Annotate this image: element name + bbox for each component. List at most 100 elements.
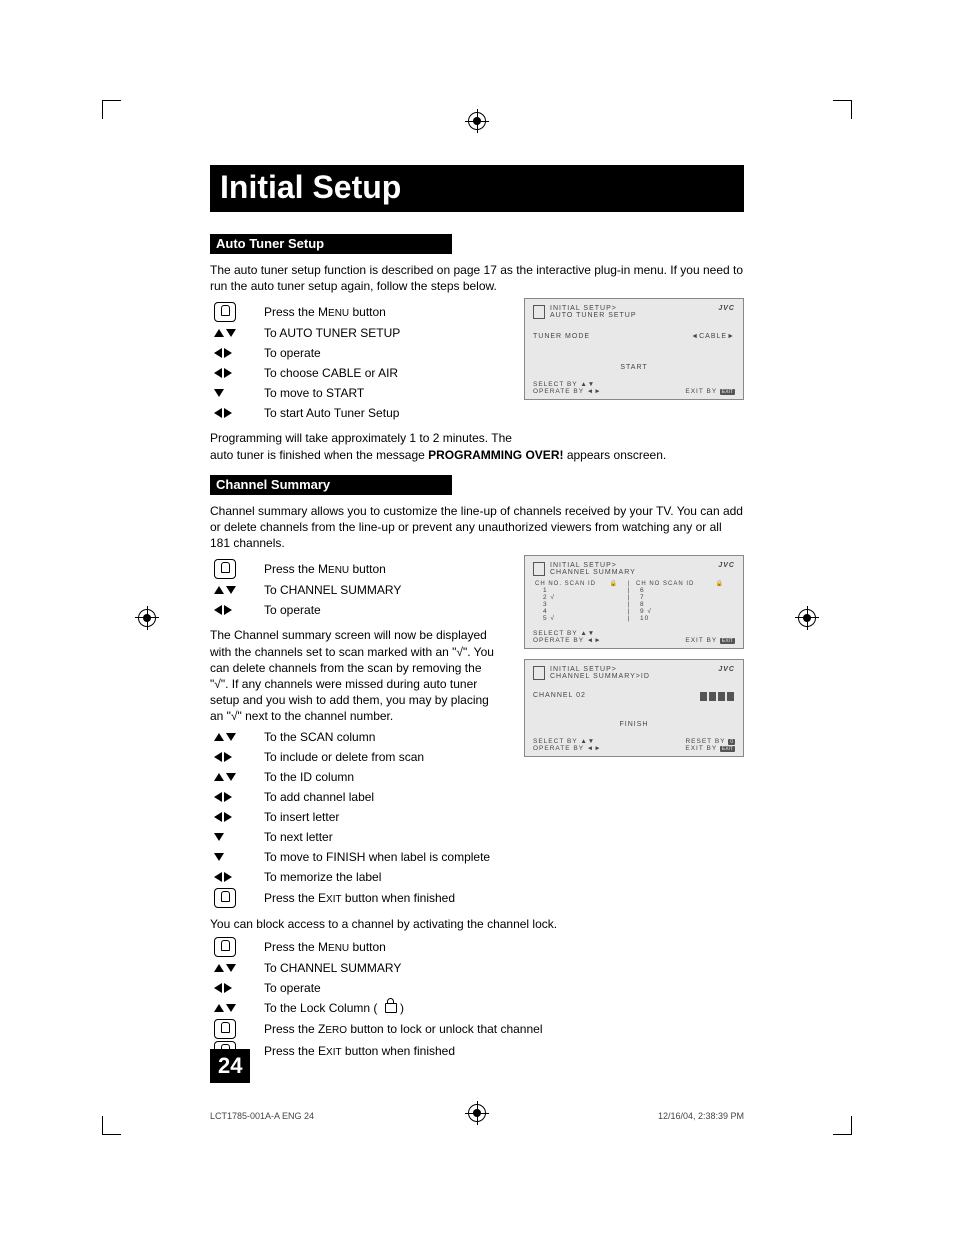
crop-mark-corner bbox=[102, 100, 121, 119]
osd-footer-operate: OPERATE BY bbox=[533, 745, 584, 752]
instruction-step: Press the EXIT button when finished bbox=[210, 1041, 744, 1061]
instruction-step: To add channel label bbox=[210, 788, 494, 806]
step-text: To insert letter bbox=[264, 810, 494, 824]
osd-footer-select: SELECT BY bbox=[533, 630, 578, 637]
instruction-step: To the SCAN column bbox=[210, 728, 494, 746]
osd-footer-reset: RESET BY bbox=[685, 738, 725, 745]
arrow-right-icon bbox=[224, 752, 232, 762]
arrow-left-icon bbox=[214, 605, 222, 615]
steps-list: Press the MENU button To CHANNEL SUMMARY T… bbox=[210, 937, 744, 1061]
section-heading-channel-summary: Channel Summary bbox=[210, 475, 452, 495]
page-number: 24 bbox=[210, 1049, 250, 1083]
osd-breadcrumb: INITIAL SETUP> bbox=[550, 666, 650, 673]
osd-footer-operate: OPERATE BY bbox=[533, 637, 584, 644]
instruction-step: To the Lock Column ( ) bbox=[210, 999, 744, 1017]
arrow-left-icon bbox=[214, 792, 222, 802]
arrow-up-icon bbox=[214, 733, 224, 741]
hand-button-icon bbox=[214, 888, 236, 908]
arrow-down-icon bbox=[226, 329, 236, 337]
instruction-step: To CHANNEL SUMMARY bbox=[210, 959, 744, 977]
arrow-up-icon bbox=[214, 586, 224, 594]
osd-channel-table: CH NO. SCAN ID🔒|CH NO SCAN ID🔒1 |6 2 √|7… bbox=[533, 580, 735, 622]
instruction-step: To include or delete from scan bbox=[210, 748, 494, 766]
osd-channel-id: INITIAL SETUP> CHANNEL SUMMARY>ID JVC CH… bbox=[524, 659, 744, 757]
arrow-right-icon bbox=[224, 872, 232, 882]
step-text: Press the EXIT button when finished bbox=[264, 891, 494, 905]
osd-channel: CHANNEL 02 bbox=[533, 692, 586, 703]
footer-right: 12/16/04, 2:38:39 PM bbox=[658, 1111, 744, 1121]
page-title: Initial Setup bbox=[210, 165, 744, 212]
arrow-right-icon bbox=[224, 605, 232, 615]
instruction-step: To next letter bbox=[210, 828, 494, 846]
instruction-step: To memorize the label bbox=[210, 868, 494, 886]
step-text: To operate bbox=[264, 981, 744, 995]
step-text: To move to FINISH when label is complete bbox=[264, 850, 494, 864]
brand-logo: JVC bbox=[718, 666, 735, 673]
step-text: To the ID column bbox=[264, 770, 494, 784]
step-text: To CHANNEL SUMMARY bbox=[264, 961, 744, 975]
step-text: To next letter bbox=[264, 830, 494, 844]
footer-left: LCT1785-001A-A ENG 24 bbox=[210, 1111, 314, 1121]
steps-list: Press the MENU buttonTo AUTO TUNER SETUP… bbox=[210, 302, 494, 422]
arrow-left-icon bbox=[214, 872, 222, 882]
instruction-step: Press the ZERO button to lock or unlock … bbox=[210, 1019, 744, 1039]
section2-para: The Channel summary screen will now be d… bbox=[210, 627, 494, 724]
step-text: To the Lock Column ( ) bbox=[264, 1001, 744, 1015]
arrow-right-icon bbox=[224, 792, 232, 802]
osd-value: ◄CABLE► bbox=[691, 333, 735, 340]
step-text: To choose CABLE or AIR bbox=[264, 366, 494, 380]
step-text: To start Auto Tuner Setup bbox=[264, 406, 494, 420]
instruction-step: To CHANNEL SUMMARY bbox=[210, 581, 494, 599]
arrow-up-icon bbox=[214, 964, 224, 972]
arrow-down-icon bbox=[214, 389, 224, 397]
osd-channel-summary: INITIAL SETUP> CHANNEL SUMMARY JVC CH NO… bbox=[524, 555, 744, 649]
instruction-step: To start Auto Tuner Setup bbox=[210, 404, 494, 422]
step-text: To move to START bbox=[264, 386, 494, 400]
registration-mark-icon bbox=[138, 609, 156, 627]
arrow-up-icon bbox=[214, 329, 224, 337]
step-text: Press the MENU button bbox=[264, 940, 744, 954]
osd-icon bbox=[533, 666, 545, 680]
arrow-down-icon bbox=[226, 773, 236, 781]
osd-label: TUNER MODE bbox=[533, 333, 590, 340]
arrow-up-icon bbox=[214, 1004, 224, 1012]
instruction-step: To move to FINISH when label is complete bbox=[210, 848, 494, 866]
step-text: To operate bbox=[264, 346, 494, 360]
arrow-left-icon bbox=[214, 368, 222, 378]
step-text: Press the EXIT button when finished bbox=[264, 1044, 744, 1058]
osd-footer-select: SELECT BY bbox=[533, 381, 578, 388]
registration-mark-icon bbox=[798, 609, 816, 627]
instruction-step: Press the EXIT button when finished bbox=[210, 888, 494, 908]
step-text: To operate bbox=[264, 603, 494, 617]
arrow-left-icon bbox=[214, 983, 222, 993]
arrow-right-icon bbox=[224, 812, 232, 822]
lock-intro: You can block access to a channel by act… bbox=[210, 916, 744, 932]
hand-button-icon bbox=[214, 937, 236, 957]
arrow-down-icon bbox=[214, 833, 224, 841]
step-text: Press the ZERO button to lock or unlock … bbox=[264, 1022, 744, 1036]
step-text: Press the MENU button bbox=[264, 305, 494, 319]
osd-breadcrumb: CHANNEL SUMMARY>ID bbox=[550, 673, 650, 680]
osd-start: START bbox=[533, 364, 735, 371]
crop-mark-corner bbox=[102, 1116, 121, 1135]
instruction-step: To insert letter bbox=[210, 808, 494, 826]
arrow-down-icon bbox=[226, 1004, 236, 1012]
instruction-step: To the ID column bbox=[210, 768, 494, 786]
hand-button-icon bbox=[214, 1019, 236, 1039]
step-text: Press the MENU button bbox=[264, 562, 494, 576]
instruction-step: To operate bbox=[210, 344, 494, 362]
instruction-step: To operate bbox=[210, 601, 494, 619]
osd-id-boxes bbox=[699, 692, 735, 703]
osd-breadcrumb: AUTO TUNER SETUP bbox=[550, 312, 637, 319]
steps-list: To the SCAN column To include or delete f… bbox=[210, 728, 494, 908]
osd-footer-select: SELECT BY bbox=[533, 738, 578, 745]
arrow-up-icon bbox=[214, 773, 224, 781]
step-text: To memorize the label bbox=[264, 870, 494, 884]
osd-auto-tuner-setup: INITIAL SETUP> AUTO TUNER SETUP JVC TUNE… bbox=[524, 298, 744, 400]
brand-logo: JVC bbox=[718, 305, 735, 312]
arrow-right-icon bbox=[224, 368, 232, 378]
arrow-down-icon bbox=[226, 586, 236, 594]
osd-breadcrumb: INITIAL SETUP> bbox=[550, 562, 636, 569]
instruction-step: Press the MENU button bbox=[210, 559, 494, 579]
arrow-down-icon bbox=[226, 964, 236, 972]
